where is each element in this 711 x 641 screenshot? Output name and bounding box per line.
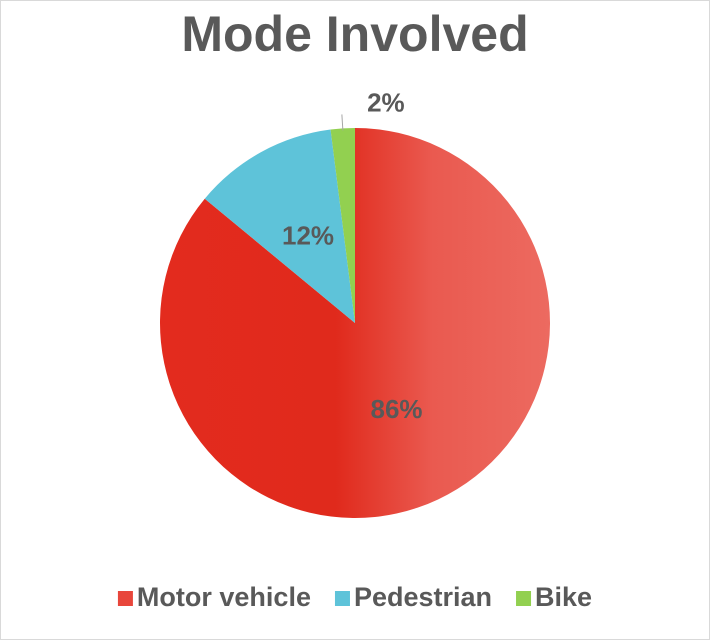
data-label: 86%	[370, 394, 422, 424]
legend-label: Pedestrian	[354, 582, 492, 612]
data-label: 12%	[282, 220, 334, 250]
legend-swatch	[117, 591, 133, 606]
legend-label: Bike	[535, 582, 592, 612]
pie-slice	[330, 128, 355, 323]
chart-title: Mode Involved	[181, 6, 528, 62]
legend-swatch	[334, 591, 350, 606]
leader-line	[341, 114, 344, 131]
pie-slice	[204, 129, 355, 323]
data-label: 2%	[367, 87, 405, 117]
legend-label: Motor vehicle	[137, 582, 311, 612]
legend-swatch	[516, 591, 532, 606]
